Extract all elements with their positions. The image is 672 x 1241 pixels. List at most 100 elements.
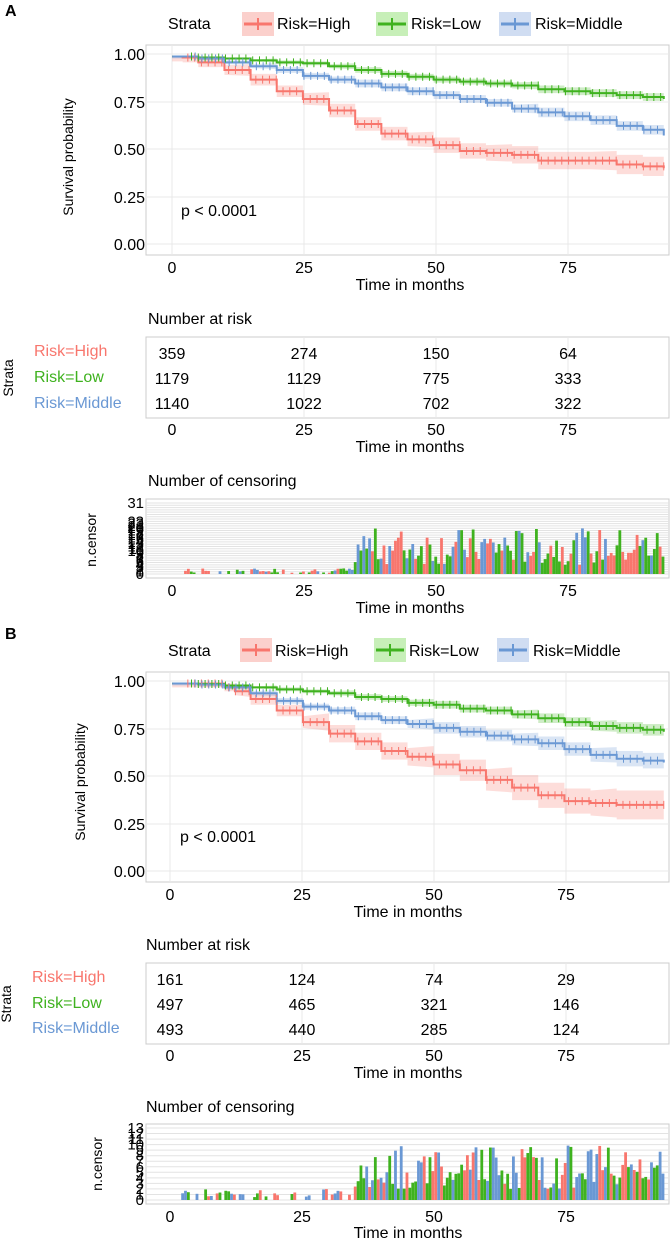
- censor-bar: [379, 1177, 383, 1200]
- censor-bar: [350, 569, 354, 574]
- censor-bar: [491, 1147, 495, 1200]
- censor-bar: [414, 1181, 418, 1200]
- risk-value: 493: [157, 1022, 184, 1039]
- censor-bar: [583, 1179, 587, 1200]
- y-tick-label: 1.00: [114, 47, 145, 64]
- censor-bar: [299, 572, 302, 574]
- x-tick-label: 0: [166, 887, 175, 904]
- y-tick-label: 12: [127, 1126, 144, 1143]
- censor-bar: [408, 549, 412, 574]
- censor-bar: [442, 563, 446, 574]
- censor-bar: [428, 1157, 432, 1200]
- censor-bar: [207, 570, 210, 574]
- panel-label: B: [5, 626, 17, 643]
- censor-bar: [500, 1170, 504, 1200]
- y-tick-label: 5: [136, 1164, 144, 1181]
- censor-bar: [273, 1193, 277, 1200]
- y-tick-label: 13: [127, 1120, 144, 1137]
- censor-bar: [451, 1179, 455, 1200]
- censor-bar: [419, 546, 423, 574]
- y-tick-label: 1: [136, 1186, 144, 1203]
- censor-bar: [204, 570, 208, 574]
- censor-bar: [529, 1147, 533, 1200]
- censor-bar: [336, 1190, 340, 1200]
- censor-bar: [520, 533, 524, 574]
- censor-bar: [425, 537, 429, 574]
- y-tick-label: 0.75: [114, 95, 145, 112]
- x-tick-label: 50: [425, 1209, 443, 1226]
- risk-value: 124: [289, 972, 316, 989]
- censor-bar: [333, 570, 337, 574]
- risk-value: 775: [423, 371, 450, 388]
- y-tick-label: 8: [136, 1148, 144, 1165]
- censor-bar: [650, 555, 653, 574]
- y-tick-label: 9: [136, 1142, 144, 1159]
- censor-bar: [523, 561, 527, 574]
- risk-value: 1022: [286, 396, 322, 413]
- y-tick-label: 4: [136, 1170, 144, 1187]
- censor-y-tick-labels: 0 1 2 3 4 5 6 7 8 9 10 11 12 13 14 15 16…: [127, 495, 144, 583]
- censor-bar: [483, 1179, 487, 1200]
- censor-bar: [394, 1150, 397, 1200]
- km-plot: p < 0.0001 0.00 0.25 0.50 0.75 1.00 0 25…: [72, 671, 670, 921]
- censor-bar: [322, 572, 325, 574]
- censor-bar: [503, 1183, 507, 1200]
- censor-bar: [428, 544, 432, 574]
- risk-value: 274: [291, 346, 318, 363]
- censor-bar: [650, 1162, 653, 1200]
- y-tick-label: 3: [136, 1175, 144, 1192]
- censor-bar: [460, 1164, 464, 1200]
- censor-bar: [304, 1196, 308, 1200]
- censor-bar: [598, 1145, 602, 1200]
- censor-bar: [414, 558, 418, 574]
- censor-bar: [652, 1167, 656, 1200]
- censor-bar: [230, 1193, 233, 1200]
- censor-bar: [480, 1149, 484, 1200]
- y-tick-label: 0.00: [114, 864, 145, 881]
- censor-bar: [488, 538, 492, 574]
- censor-bar: [385, 564, 389, 574]
- y-tick-label: 9: [136, 545, 144, 562]
- censor-bar: [316, 571, 320, 574]
- censor-bar: [241, 1194, 245, 1200]
- censor-plot: Number of censoring 0 1 2 3 4 5 6 7 8 9 …: [89, 1099, 670, 1241]
- censor-bar: [353, 562, 357, 574]
- x-tick-label: 75: [557, 1048, 575, 1065]
- censor-bar: [313, 569, 317, 574]
- censor-bar: [566, 561, 570, 574]
- censor-marks-low: [191, 679, 662, 734]
- censor-bar: [526, 1153, 530, 1200]
- x-tick-label: 50: [425, 1048, 443, 1065]
- censor-bar: [454, 541, 458, 574]
- censor-bar: [325, 1189, 328, 1200]
- risk-value: 465: [289, 997, 316, 1014]
- censor-bar: [362, 536, 366, 574]
- risk-row-label-middle: Risk=Middle: [32, 1020, 120, 1037]
- panel-a: A Strata Risk=High Risk=Low Risk=Middle: [0, 3, 670, 617]
- censor-bar: [526, 552, 530, 574]
- censor-bar: [290, 572, 294, 574]
- censor-bar: [465, 557, 469, 574]
- censor-bar: [253, 568, 256, 574]
- censor-bar: [405, 1172, 409, 1200]
- legend-label-high: Risk=High: [277, 16, 350, 33]
- censor-bar: [512, 1156, 515, 1200]
- x-tick-label: 0: [168, 260, 177, 277]
- y-tick-label: 22: [127, 516, 144, 533]
- censor-bar: [629, 552, 633, 574]
- censor-bar: [468, 1169, 472, 1200]
- x-axis-title: Time in months: [356, 277, 465, 294]
- censor-bar: [514, 1172, 518, 1200]
- censor-bar: [572, 1187, 576, 1200]
- censor-bar: [224, 1190, 228, 1200]
- censor-bar: [411, 1182, 415, 1200]
- legend: Strata Risk=High Risk=Low Risk=Middle: [168, 638, 621, 662]
- risk-value: 150: [423, 346, 450, 363]
- censor-bar: [379, 558, 383, 574]
- censor-bar: [529, 555, 533, 574]
- km-plot: p < 0.0001 0.00 0.25 0.50 0.75 1.00 0 25…: [60, 44, 670, 294]
- censor-bar: [589, 553, 593, 574]
- censor-bar: [595, 551, 599, 574]
- y-tick-label: 0.75: [114, 722, 145, 739]
- risk-value: 161: [157, 972, 184, 989]
